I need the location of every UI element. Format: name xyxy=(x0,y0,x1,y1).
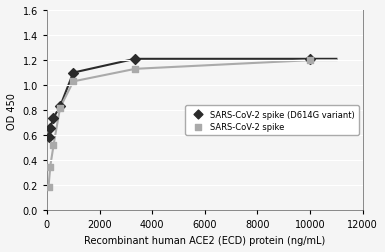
SARS-CoV-2 spike xyxy=(132,68,138,72)
X-axis label: Recombinant human ACE2 (ECD) protein (ng/mL): Recombinant human ACE2 (ECD) protein (ng… xyxy=(84,235,325,245)
SARS-CoV-2 spike (D614G variant) xyxy=(70,71,76,75)
SARS-CoV-2 spike (D614G variant) xyxy=(45,135,52,139)
SARS-CoV-2 spike (D614G variant) xyxy=(50,116,57,120)
SARS-CoV-2 spike (D614G variant) xyxy=(57,105,63,109)
SARS-CoV-2 spike xyxy=(50,144,57,148)
Y-axis label: OD 450: OD 450 xyxy=(7,92,17,129)
SARS-CoV-2 spike xyxy=(57,106,63,110)
Legend: SARS-CoV-2 spike (D614G variant), SARS-CoV-2 spike: SARS-CoV-2 spike (D614G variant), SARS-C… xyxy=(186,106,358,136)
SARS-CoV-2 spike xyxy=(47,165,53,169)
SARS-CoV-2 spike xyxy=(45,185,52,189)
SARS-CoV-2 spike xyxy=(70,80,76,84)
SARS-CoV-2 spike (D614G variant) xyxy=(307,57,313,61)
SARS-CoV-2 spike (D614G variant) xyxy=(47,126,53,130)
SARS-CoV-2 spike (D614G variant) xyxy=(132,57,138,61)
SARS-CoV-2 spike xyxy=(307,59,313,63)
